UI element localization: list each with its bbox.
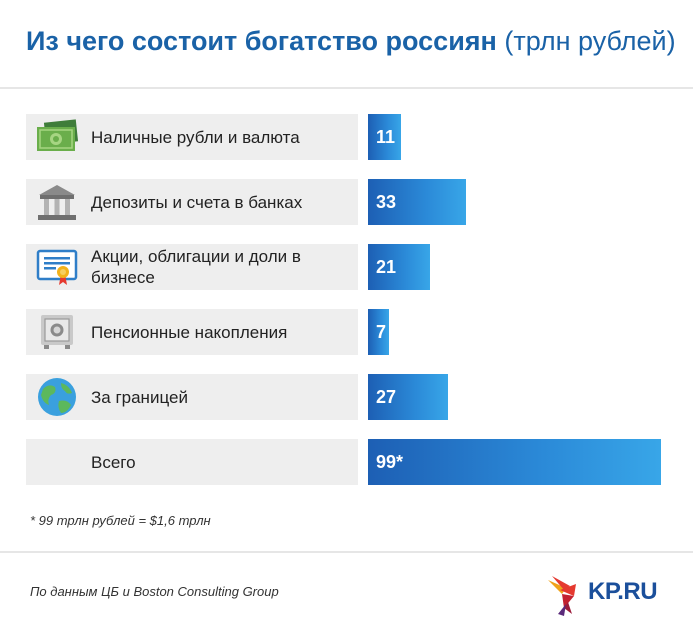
bar-value-label: 27 — [376, 386, 397, 407]
bar — [368, 179, 466, 225]
bottom-divider — [0, 551, 693, 553]
bar — [368, 439, 661, 485]
category-row: Наличные рубли и валюта — [26, 114, 358, 160]
certificate-icon — [34, 248, 80, 286]
category-row: За границей — [26, 374, 358, 420]
logo-text: KP.RU — [588, 578, 658, 605]
bar — [368, 114, 401, 160]
bar-value-label: 11 — [376, 126, 396, 147]
chart-title-main: Из чего состоит богатство россиян — [26, 26, 497, 56]
bar-value-label: 21 — [376, 256, 397, 277]
category-row: Акции, облигации и доли в бизнесе — [26, 244, 358, 290]
category-row: Всего — [26, 439, 358, 485]
cash-icon — [34, 118, 80, 156]
bank-icon — [34, 183, 80, 221]
top-divider — [0, 87, 693, 89]
chart-title: Из чего состоит богатство россиян (трлн … — [26, 26, 676, 57]
kp-logo: KP.RU — [546, 574, 676, 618]
category-row: Депозиты и счета в банках — [26, 179, 358, 225]
category-label: За границей — [91, 387, 188, 407]
globe-icon — [34, 378, 80, 416]
chart-title-unit: (трлн рублей) — [504, 26, 676, 56]
category-label: Акции, облигации и доли в бизнесе — [91, 247, 301, 287]
category-label: Всего — [91, 452, 136, 472]
bar — [368, 374, 448, 420]
bird-logo-icon — [548, 576, 576, 616]
category-label: Депозиты и счета в банках — [91, 192, 303, 212]
bar-value-label: 7 — [376, 321, 387, 342]
category-row: Пенсионные накопления — [26, 309, 358, 355]
safe-icon — [34, 313, 80, 351]
bar-value-label: 33 — [376, 191, 397, 212]
bar — [368, 309, 389, 355]
footnote: * 99 трлн рублей = $1,6 трлн — [30, 513, 211, 528]
bar-value-label: 99* — [376, 451, 404, 472]
source-note: По данным ЦБ и Boston Consulting Group — [30, 584, 279, 599]
category-label: Пенсионные накопления — [91, 322, 288, 342]
bar — [368, 244, 430, 290]
category-label: Наличные рубли и валюта — [91, 127, 300, 147]
